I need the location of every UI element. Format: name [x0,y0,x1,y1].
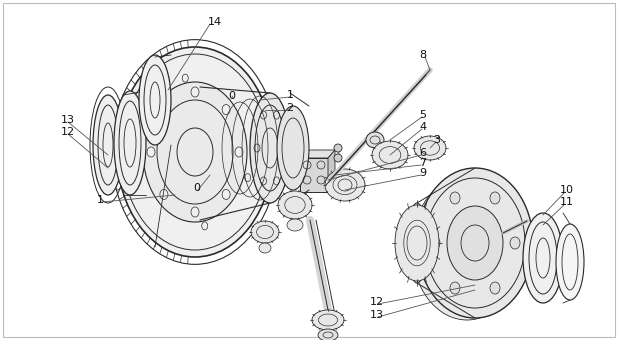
Ellipse shape [259,243,271,253]
Ellipse shape [372,141,408,169]
Ellipse shape [93,95,123,195]
Polygon shape [328,150,335,192]
Ellipse shape [235,147,243,157]
Ellipse shape [139,55,171,145]
Text: 1: 1 [96,195,103,205]
Ellipse shape [117,47,273,257]
Ellipse shape [114,91,146,195]
Ellipse shape [430,237,440,249]
Text: 13: 13 [61,115,75,125]
Text: 3: 3 [433,135,441,145]
Text: 10: 10 [560,185,574,195]
Text: 5: 5 [420,110,426,120]
Text: 2: 2 [286,103,294,113]
Text: 0: 0 [193,183,200,193]
Ellipse shape [412,176,522,320]
Ellipse shape [191,207,199,217]
Ellipse shape [490,192,500,204]
Ellipse shape [450,282,460,294]
Ellipse shape [510,237,520,249]
Ellipse shape [417,168,533,318]
Ellipse shape [191,87,199,97]
Ellipse shape [143,82,247,222]
Ellipse shape [395,205,439,281]
Text: 8: 8 [420,50,426,60]
Ellipse shape [250,93,290,203]
Text: 12: 12 [61,127,75,137]
Ellipse shape [277,106,309,190]
Text: 7: 7 [420,158,426,168]
Ellipse shape [222,105,230,115]
Ellipse shape [407,203,427,283]
Text: 4: 4 [420,122,426,132]
Ellipse shape [414,136,446,160]
Text: 14: 14 [208,17,222,27]
Ellipse shape [287,219,303,231]
Ellipse shape [160,189,168,200]
Text: 13: 13 [370,310,384,320]
Ellipse shape [556,224,584,300]
Ellipse shape [334,154,342,162]
Ellipse shape [312,310,344,330]
Text: 9: 9 [420,168,426,178]
Text: 11: 11 [560,197,574,207]
Ellipse shape [325,169,365,201]
Text: 12: 12 [370,297,384,307]
Ellipse shape [251,221,279,243]
Ellipse shape [147,147,155,157]
Ellipse shape [366,132,384,148]
Polygon shape [117,47,273,257]
Ellipse shape [318,329,338,340]
Ellipse shape [447,206,503,280]
Ellipse shape [222,189,230,200]
Ellipse shape [490,282,500,294]
Ellipse shape [160,105,168,115]
Text: 0: 0 [229,91,235,101]
Ellipse shape [334,144,342,152]
Ellipse shape [278,191,312,219]
Polygon shape [300,158,328,192]
Polygon shape [300,150,335,158]
Text: 1: 1 [287,90,294,100]
Ellipse shape [450,192,460,204]
Ellipse shape [523,213,563,303]
Text: 6: 6 [420,148,426,158]
